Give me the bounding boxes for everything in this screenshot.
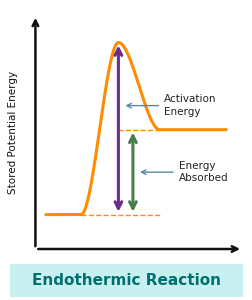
Text: Endothermic Reaction: Endothermic Reaction bbox=[32, 273, 220, 288]
Text: Reaction Progress: Reaction Progress bbox=[86, 266, 191, 278]
Text: Stored Potential Energy: Stored Potential Energy bbox=[8, 70, 18, 194]
Text: Energy
Absorbed: Energy Absorbed bbox=[141, 161, 227, 183]
Text: Activation
Energy: Activation Energy bbox=[127, 94, 216, 117]
